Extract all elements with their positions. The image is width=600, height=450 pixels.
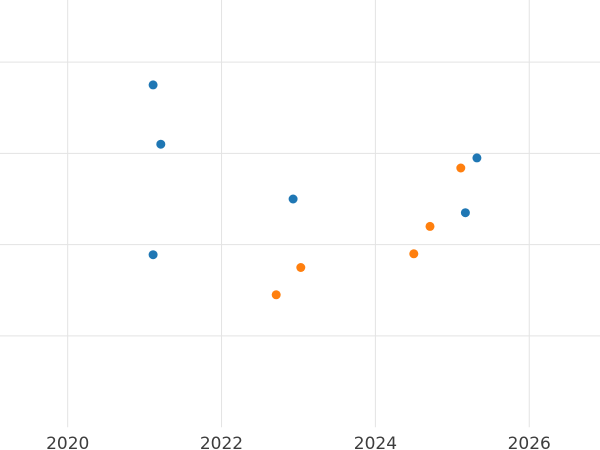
x-axis-tick-labels: 2020 2022 2024 2026 (46, 434, 551, 450)
data-point (425, 221, 435, 231)
x-tick-label: 2024 (354, 434, 397, 450)
x-tick-label: 2020 (46, 434, 89, 450)
data-point (296, 263, 306, 272)
data-point (409, 249, 419, 259)
gridlines (0, 0, 600, 428)
data-point (472, 153, 482, 163)
x-tick-label: 2022 (200, 434, 243, 450)
series-blue (148, 80, 482, 260)
data-point (460, 208, 470, 218)
data-point (456, 163, 466, 173)
data-point (271, 290, 281, 300)
series-orange (271, 163, 466, 300)
data-point (156, 139, 166, 149)
data-point (148, 250, 158, 260)
data-point (148, 80, 158, 90)
data-point (288, 194, 298, 204)
x-tick-label: 2026 (508, 434, 551, 450)
